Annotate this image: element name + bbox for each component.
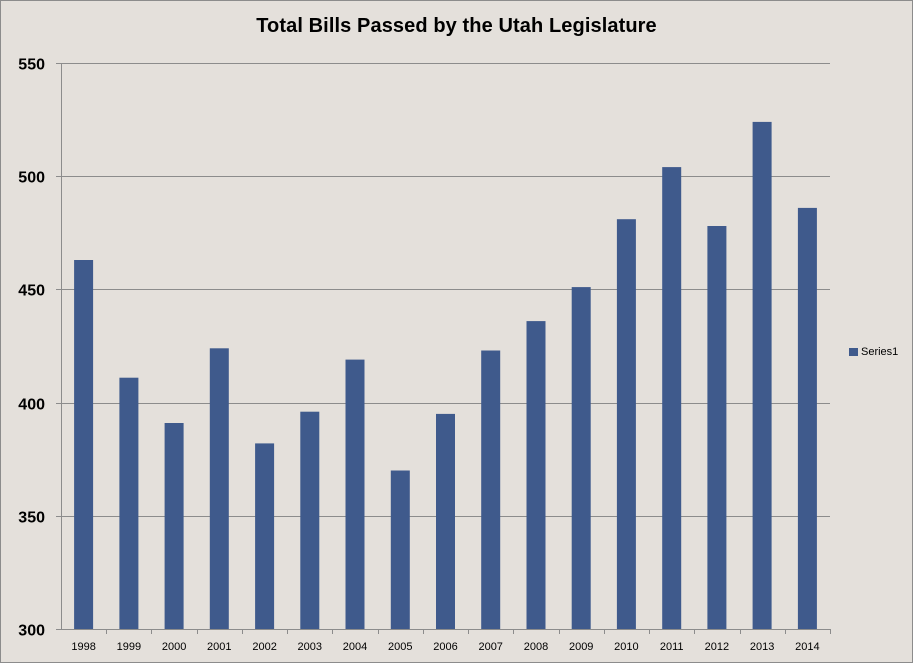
- bars: [74, 121, 817, 630]
- bar-2005: [390, 470, 410, 629]
- bar-2008: [526, 321, 546, 629]
- y-tick-label: 300: [18, 623, 45, 640]
- legend-label: Series1: [861, 346, 899, 358]
- x-tick-label: 2010: [614, 641, 638, 653]
- x-tick-label: 2006: [433, 641, 457, 653]
- bar-2001: [209, 348, 229, 629]
- bar-2009: [571, 287, 591, 629]
- bar-2003: [300, 411, 320, 629]
- x-tick-label: 2009: [569, 641, 593, 653]
- bar-2000: [164, 423, 184, 629]
- x-tick-label: 2012: [705, 641, 729, 653]
- x-tick-label: 2014: [795, 641, 819, 653]
- bar-2002: [255, 443, 275, 629]
- bar-2004: [345, 359, 365, 629]
- x-tick-label: 2008: [524, 641, 548, 653]
- chart-title: Total Bills Passed by the Utah Legislatu…: [256, 15, 657, 37]
- y-tick-label: 450: [18, 283, 45, 300]
- x-tick-label: 2013: [750, 641, 774, 653]
- x-tick-label: 2007: [478, 641, 502, 653]
- x-tick-label: 2000: [162, 641, 186, 653]
- x-tick-label: 2003: [298, 641, 322, 653]
- bar-2011: [662, 167, 682, 629]
- x-tick-label: 2004: [343, 641, 367, 653]
- x-tick-label: 2005: [388, 641, 412, 653]
- bar-1999: [119, 377, 139, 629]
- x-tick-label: 2002: [252, 641, 276, 653]
- bar-2014: [797, 207, 817, 629]
- x-tick-labels: 1998 1999 2000 2001 2002 2003 2004 2005 2006 2007…: [71, 641, 819, 653]
- axes: [56, 63, 831, 634]
- bar-2006: [436, 413, 455, 629]
- bar-2013: [752, 121, 772, 630]
- bar-2012: [707, 226, 727, 629]
- y-tick-labels: 300 350 400 450 500 550: [18, 57, 45, 640]
- y-tick-label: 500: [18, 170, 45, 187]
- y-tick-label: 550: [18, 57, 45, 74]
- x-tick-label: 2011: [660, 641, 684, 653]
- x-tick-label: 2001: [207, 641, 231, 653]
- y-tick-label: 400: [18, 397, 45, 414]
- legend: Series1: [849, 346, 898, 358]
- bar-1998: [74, 260, 94, 629]
- y-tick-label: 350: [18, 510, 45, 527]
- x-tick-label: 1999: [117, 641, 141, 653]
- bar-2010: [616, 219, 636, 629]
- legend-swatch: [849, 348, 858, 356]
- x-tick-label: 1998: [71, 641, 95, 653]
- bar-2007: [481, 350, 501, 629]
